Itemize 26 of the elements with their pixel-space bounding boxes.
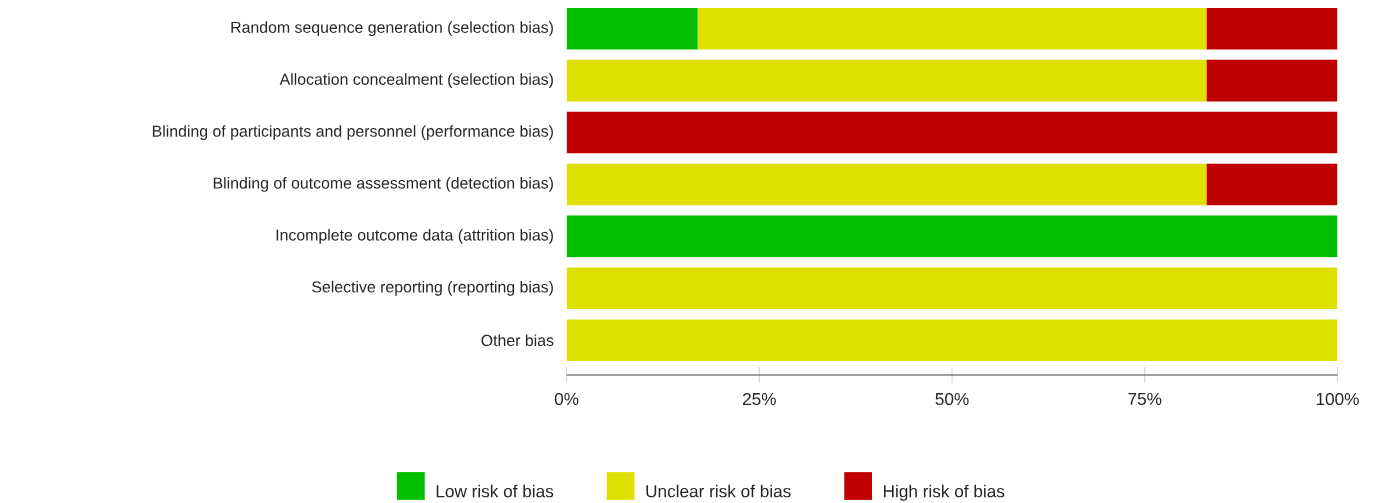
- y-tick-label: Blinding of outcome assessment (detection bias): [213, 177, 553, 192]
- y-tick-label: Selective reporting (reporting bias): [312, 280, 553, 296]
- x-tick-label: 25%: [742, 392, 776, 406]
- legend-label: Unclear risk of bias: [646, 484, 791, 498]
- bar: [1206, 59, 1338, 102]
- x-tick-label: 100%: [1316, 392, 1359, 406]
- x-tick-label: 75%: [1128, 392, 1162, 406]
- y-tick-label: Other bias: [481, 334, 554, 347]
- bar: [566, 215, 1338, 258]
- y-tick-label: Random sequence generation (selection bias): [231, 21, 553, 37]
- x-tick-label: 0%: [554, 392, 579, 406]
- y-tick-label: Incomplete outcome data (attrition bias): [276, 228, 553, 244]
- bar: [566, 163, 1207, 206]
- bar: [566, 7, 698, 50]
- bar: [566, 111, 1338, 154]
- x-tick-label: 50%: [935, 392, 969, 406]
- legend-label: High risk of bias: [884, 484, 1005, 501]
- bar: [566, 59, 1207, 102]
- bar: [566, 319, 1338, 361]
- bar: [566, 267, 1338, 310]
- bar: [1206, 7, 1338, 50]
- bar: [697, 7, 1207, 50]
- y-tick-label: Allocation concealment (selection bias): [279, 73, 553, 89]
- bar: [1206, 163, 1338, 206]
- legend-label: Low risk of bias: [436, 484, 554, 498]
- y-tick-label: Blinding of participants and personnel (performance bias): [152, 125, 553, 140]
